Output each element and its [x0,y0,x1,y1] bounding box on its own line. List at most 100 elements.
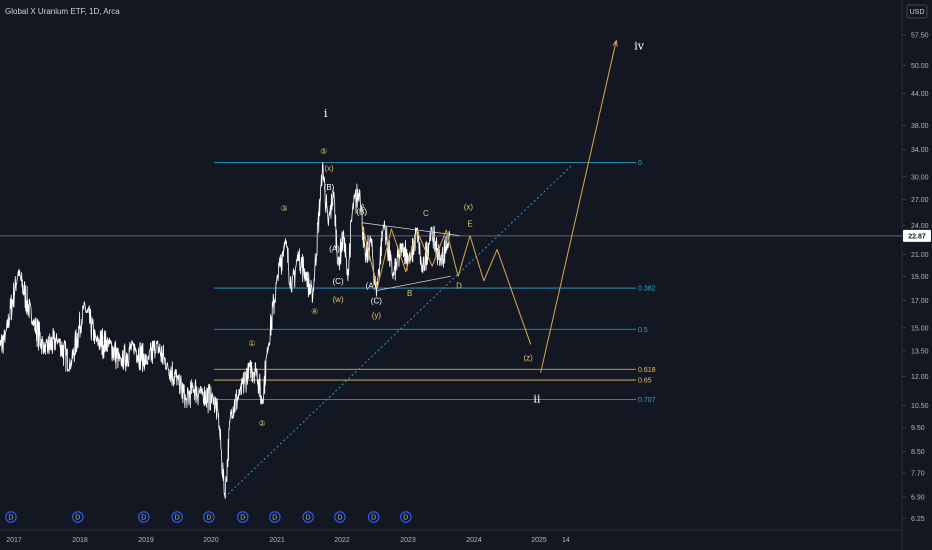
wave-count-label: ① [248,339,255,348]
dividend-glyph: D [175,515,180,522]
dividend-icon [72,511,84,523]
dividend-marker[interactable]: D [334,511,346,523]
dividend-marker[interactable]: D [138,511,150,523]
wave-count-label: (y) [372,311,382,320]
forecast-paths [361,39,618,373]
price-tick-label: 30.00 [911,174,929,181]
currency-label: USD [910,9,925,16]
currency-button[interactable]: USD [906,4,928,19]
price-tick-label: 17.00 [911,298,929,305]
trend-line [224,165,572,498]
dividend-icon [171,511,183,523]
time-axis-label: 2025 [531,537,547,544]
dividend-icon [236,511,249,523]
dividend-marker[interactable]: D [171,511,183,523]
wave-degree-label: iv [634,40,645,53]
fib-level-label: 0.65 [638,378,652,385]
wave-count-label: ⑤ [320,147,327,156]
wave-count-label: (A) [329,244,340,253]
wave-count-label: D [456,282,462,291]
dividend-marker[interactable]: D [72,511,84,523]
dividend-marker[interactable]: D [236,511,249,523]
triangle-upper-line [361,222,460,237]
dividend-glyph: D [240,515,245,522]
price-tick-label: 44.00 [911,91,929,98]
wave-count-label: (B) [356,207,367,216]
time-axis-label: 2020 [203,537,219,544]
price-tick-label: 38.00 [911,123,929,130]
dividend-icon [5,511,17,523]
wave-count-label: (z) [524,353,534,362]
dividend-icon [138,511,150,523]
dividend-icon [400,511,412,523]
price-tick-label: 50.00 [911,63,929,70]
dividend-glyph: D [306,515,311,522]
time-axis-label: 14 [562,537,570,544]
current-price-value: 22.87 [908,233,926,240]
wave-count-label: ④ [311,307,318,316]
trend-lines [224,165,572,498]
price-tick-label: 6.90 [911,495,925,502]
price-tick-label: 15.00 [911,325,929,332]
chart-title: Global X Uranium ETF, 1D, Arca [5,7,120,16]
forecast-up-arrow-line [540,40,617,373]
wave-count-label: (C) [371,297,382,306]
wave-count-label: (x) [324,164,334,173]
wave-count-label: (B) [324,183,335,192]
dividend-marker[interactable]: D [302,511,314,523]
fib-level-label: 0.618 [638,367,656,374]
fib-level-label: 0.382 [638,286,656,293]
wave-labels: iiiiivii①②③④⑤(x)(B)(B)(A)(A)(C)(C)(w)(y)… [248,40,645,428]
dividend-glyph: D [8,515,13,522]
dividend-glyph: D [403,515,408,522]
price-tick-label: 10.50 [911,403,929,410]
dividend-icon [203,511,215,523]
time-axis-label: 2017 [6,537,22,544]
dividend-glyph: D [141,515,146,522]
price-tick-label: 57.50 [911,33,929,40]
dividend-icon [269,511,281,523]
price-tick-label: 19.00 [911,274,929,281]
fib-level-label: 0.5 [638,327,648,334]
dividend-glyph: D [75,515,80,522]
triangle-lower-line [377,275,451,291]
wave-count-label: A [360,202,366,211]
dividend-glyph: D [371,515,376,522]
dividend-marker[interactable]: D [367,511,380,523]
time-axis[interactable]: 2017 2018 2019 2020 2021 2022 2023 2024 2025 14 [6,537,570,544]
time-axis-label: 2021 [269,537,285,544]
dividend-glyph: D [337,515,342,522]
arrow-head-icon [612,39,618,47]
dividend-glyph: D [272,515,277,522]
wave-count-label: C [423,209,429,218]
wave-count-label: ③ [281,204,288,213]
wave-count-label: (A) [366,282,377,291]
price-tick-label: 6.25 [911,516,925,523]
dividend-marker[interactable]: D [400,511,412,523]
dividend-glyph: D [206,515,211,522]
time-axis-label: 2022 [334,537,350,544]
forecast-zigzag [361,222,532,345]
price-tick-label: 8.50 [911,449,925,456]
time-axis-label: 2023 [400,537,416,544]
wave-count-label: (C) [333,277,344,286]
price-tick-label: 13.50 [911,348,929,355]
dividend-marker[interactable]: D [203,511,215,523]
wave-count-label: B [407,289,412,298]
dividend-marker[interactable]: D [269,511,281,523]
price-axis[interactable]: 57.50 50.00 44.00 38.00 34.00 30.00 27.00 24.00… [902,33,929,524]
price-tick-label: 34.00 [911,147,929,154]
time-axis-label: 2018 [72,537,88,544]
fibonacci-levels: 0 0.382 0.5 0.618 0.65 0.707 [214,160,656,404]
price-tick-label: 7.70 [911,471,925,478]
current-price-tag: 22.87 [903,229,931,242]
price-tick-label: 9.50 [911,425,925,432]
wave-degree-label: ii [533,392,541,405]
dividend-marker[interactable]: D [5,511,17,523]
wave-count-label: ② [258,419,265,428]
wave-count-label: E [467,220,472,229]
wave-degree-label: i [324,107,328,120]
